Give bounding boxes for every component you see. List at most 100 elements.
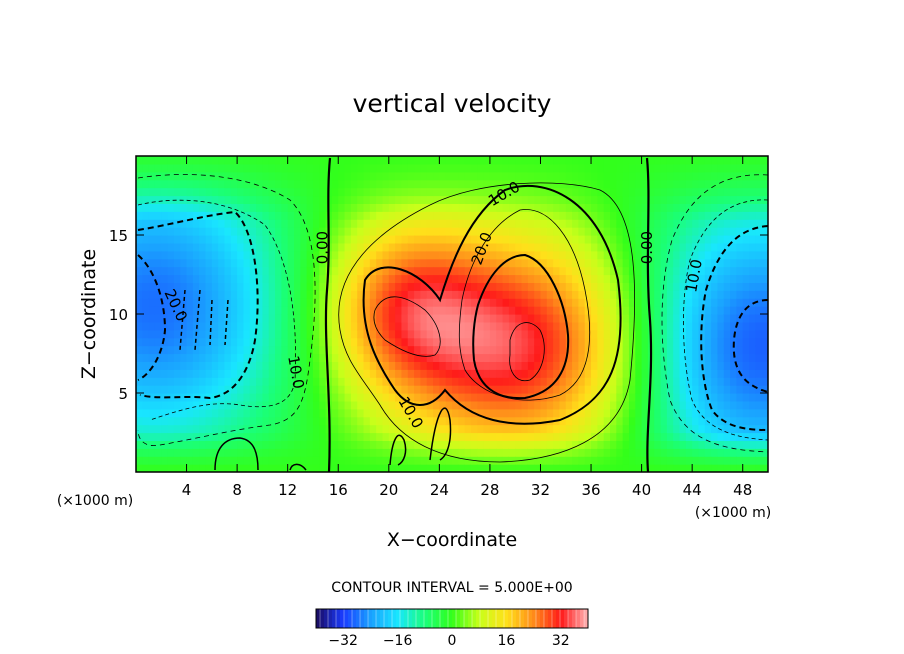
heatmap-cell — [489, 219, 497, 228]
heatmap-cell — [755, 416, 763, 426]
heatmap-cell — [723, 424, 731, 434]
heatmap-cell — [591, 314, 598, 323]
heatmap-cell — [452, 440, 459, 449]
heatmap-cell — [224, 345, 232, 355]
heatmap-cell — [477, 464, 485, 472]
heatmap-cell — [458, 448, 466, 457]
heatmap-cell — [312, 258, 320, 268]
heatmap-cell — [376, 156, 384, 165]
heatmap-cell — [761, 464, 768, 472]
heatmap-cell — [502, 250, 510, 260]
heatmap-cell — [256, 464, 263, 472]
heatmap-cell — [420, 314, 428, 323]
heatmap-cell — [470, 227, 478, 236]
heatmap-cell — [376, 195, 384, 204]
heatmap-cell — [414, 464, 421, 472]
heatmap-cell — [508, 156, 516, 165]
heatmap-cell — [243, 171, 251, 181]
heatmap-cell — [180, 400, 188, 410]
heatmap-cell — [192, 385, 200, 394]
heatmap-cell — [553, 250, 561, 260]
heatmap-cell — [363, 306, 371, 315]
heatmap-cell — [230, 456, 238, 465]
heatmap-cell — [420, 242, 428, 252]
heatmap-cell — [711, 179, 719, 189]
heatmap-cell — [414, 385, 421, 394]
heatmap-cell — [723, 203, 731, 212]
heatmap-cell — [458, 179, 466, 189]
heatmap-cell — [414, 187, 421, 197]
heatmap-cell — [312, 456, 320, 465]
heatmap-cell — [142, 203, 150, 212]
heatmap-cell — [186, 306, 194, 315]
heatmap-cell — [287, 195, 295, 204]
heatmap-cell — [180, 203, 188, 212]
heatmap-cell — [420, 298, 428, 307]
heatmap-cell — [610, 235, 617, 244]
heatmap-cell — [736, 361, 744, 370]
heatmap-cell — [426, 195, 434, 204]
heatmap-cell — [268, 440, 276, 449]
heatmap-cell — [439, 448, 447, 457]
colorbar-stripe — [388, 609, 393, 628]
heatmap-cell — [388, 156, 396, 165]
heatmap-cell — [622, 448, 630, 457]
heatmap-cell — [470, 385, 478, 394]
heatmap-cell — [357, 298, 365, 307]
heatmap-cell — [578, 187, 586, 197]
heatmap-cell — [508, 361, 516, 370]
heatmap-cell — [319, 211, 327, 220]
heatmap-cell — [167, 432, 175, 441]
heatmap-cell — [180, 266, 188, 276]
heatmap-cell — [730, 329, 737, 339]
heatmap-cell — [654, 424, 662, 434]
heatmap-cell — [584, 203, 592, 212]
heatmap-cell — [186, 424, 194, 434]
heatmap-cell — [502, 448, 510, 457]
heatmap-cell — [584, 258, 592, 268]
heatmap-cell — [136, 274, 143, 283]
heatmap-cell — [749, 203, 756, 212]
heatmap-cell — [433, 266, 440, 276]
heatmap-cell — [635, 385, 643, 394]
heatmap-cell — [142, 393, 150, 402]
heatmap-cell — [439, 416, 447, 426]
heatmap-cell — [186, 163, 194, 173]
heatmap-cell — [685, 250, 693, 260]
heatmap-cell — [692, 448, 700, 457]
heatmap-cell — [641, 211, 649, 220]
heatmap-cell — [224, 393, 232, 402]
heatmap-cell — [218, 242, 226, 252]
heatmap-cell — [338, 456, 346, 465]
heatmap-cell — [578, 219, 586, 228]
heatmap-cell — [502, 171, 510, 181]
heatmap-cell — [489, 432, 497, 441]
heatmap-cell — [186, 432, 194, 441]
heatmap-cell — [464, 219, 472, 228]
heatmap-cell — [521, 282, 529, 291]
heatmap-cell — [350, 219, 358, 228]
heatmap-cell — [723, 321, 731, 331]
heatmap-cell — [496, 456, 504, 465]
heatmap-cell — [211, 424, 219, 434]
heatmap-cell — [218, 464, 226, 472]
heatmap-cell — [559, 393, 567, 402]
heatmap-cell — [540, 250, 548, 260]
heatmap-cell — [679, 456, 687, 465]
heatmap-cell — [698, 156, 706, 165]
heatmap-cell — [730, 171, 737, 181]
heatmap-cell — [344, 211, 352, 220]
heatmap-cell — [401, 282, 409, 291]
heatmap-cell — [154, 171, 162, 181]
heatmap-cell — [761, 156, 768, 165]
heatmap-cell — [591, 361, 598, 370]
heatmap-cell — [363, 353, 371, 362]
heatmap-cell — [559, 377, 567, 386]
updraft-contour-5 — [338, 182, 636, 463]
heatmap-cell — [350, 195, 358, 204]
heatmap-cell — [489, 345, 497, 355]
heatmap-cell — [192, 424, 200, 434]
heatmap-cell — [660, 393, 668, 402]
heatmap-cell — [559, 258, 567, 268]
heatmap-cell — [256, 282, 263, 291]
